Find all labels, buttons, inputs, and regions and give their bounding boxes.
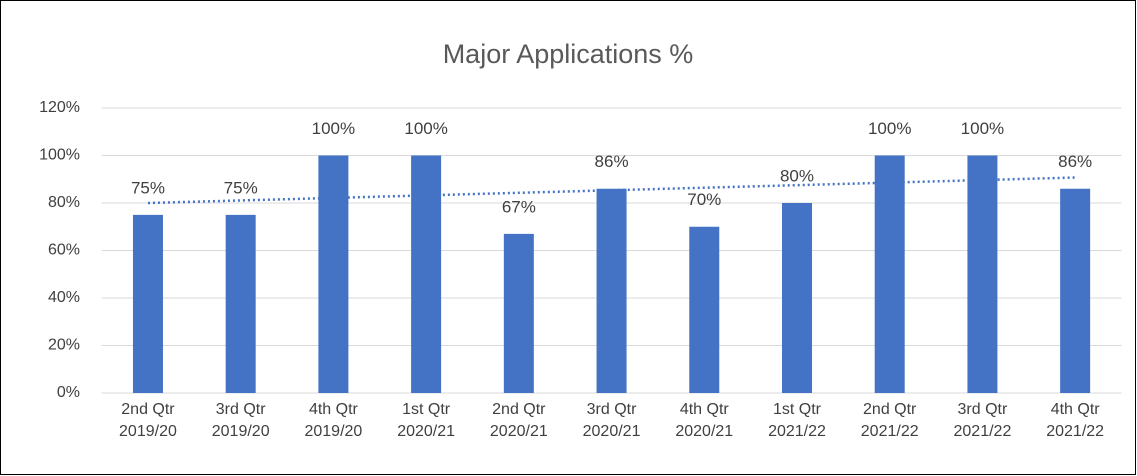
data-label: 75%: [131, 178, 165, 197]
bar: [132, 214, 163, 393]
bar: [1060, 188, 1091, 393]
data-label: 100%: [312, 119, 355, 138]
bar: [689, 226, 720, 393]
x-tick-label: 2nd Qtr 2020/21: [489, 401, 548, 440]
x-tick-label: 3rd Qtr 2021/22: [953, 401, 1012, 440]
bar: [318, 155, 349, 393]
bar: [781, 203, 812, 393]
y-tick-label: 40%: [48, 289, 80, 306]
x-tick-label: 3rd Qtr 2019/20: [211, 401, 270, 440]
bar: [967, 155, 998, 393]
y-tick-label: 120%: [39, 99, 80, 116]
x-tick-label: 1st Qtr 2020/21: [397, 401, 456, 440]
x-tick-label: 3rd Qtr 2020/21: [582, 401, 641, 440]
bar: [225, 214, 256, 393]
data-label: 100%: [404, 119, 447, 138]
x-tick-label: 4th Qtr 2019/20: [304, 401, 363, 440]
x-tick-label: 1st Qtr 2021/22: [768, 401, 826, 440]
bar: [411, 155, 442, 393]
data-label: 67%: [502, 197, 536, 216]
y-tick-label: 100%: [39, 147, 80, 164]
data-label: 100%: [961, 119, 1004, 138]
bar: [874, 155, 905, 393]
y-tick-label: 60%: [48, 242, 80, 259]
bar: [503, 233, 534, 393]
data-label: 100%: [868, 119, 911, 138]
x-tick-label: 2nd Qtr 2019/20: [119, 401, 177, 440]
x-tick-label: 4th Qtr 2020/21: [675, 401, 734, 440]
y-tick-label: 0%: [57, 384, 80, 401]
x-tick-label: 2nd Qtr 2021/22: [860, 401, 919, 440]
data-label: 86%: [1058, 152, 1092, 171]
data-label: 86%: [595, 152, 629, 171]
y-tick-label: 80%: [48, 194, 80, 211]
data-label: 70%: [687, 190, 721, 209]
x-tick-label: 4th Qtr 2021/22: [1046, 401, 1105, 440]
data-label: 75%: [224, 178, 258, 197]
chart-title: Major Applications %: [443, 39, 694, 69]
bar: [596, 188, 627, 393]
y-tick-label: 20%: [48, 337, 80, 354]
data-label: 80%: [780, 166, 814, 185]
